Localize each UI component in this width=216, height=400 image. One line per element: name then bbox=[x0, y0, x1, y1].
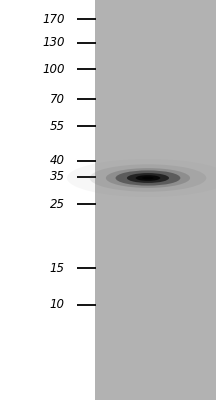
Text: 170: 170 bbox=[42, 13, 65, 26]
Text: 55: 55 bbox=[50, 120, 65, 132]
Text: 25: 25 bbox=[50, 198, 65, 210]
Ellipse shape bbox=[106, 168, 190, 188]
Ellipse shape bbox=[142, 177, 154, 179]
Ellipse shape bbox=[67, 159, 216, 197]
Bar bbox=[95, 0, 216, 400]
Ellipse shape bbox=[90, 164, 206, 192]
Text: 40: 40 bbox=[50, 154, 65, 167]
Text: 15: 15 bbox=[50, 262, 65, 274]
Ellipse shape bbox=[136, 175, 160, 181]
Ellipse shape bbox=[127, 173, 169, 183]
Text: 100: 100 bbox=[42, 63, 65, 76]
Text: 35: 35 bbox=[50, 170, 65, 183]
Text: 70: 70 bbox=[50, 93, 65, 106]
Text: 10: 10 bbox=[50, 298, 65, 311]
Ellipse shape bbox=[116, 170, 180, 186]
Text: 130: 130 bbox=[42, 36, 65, 49]
